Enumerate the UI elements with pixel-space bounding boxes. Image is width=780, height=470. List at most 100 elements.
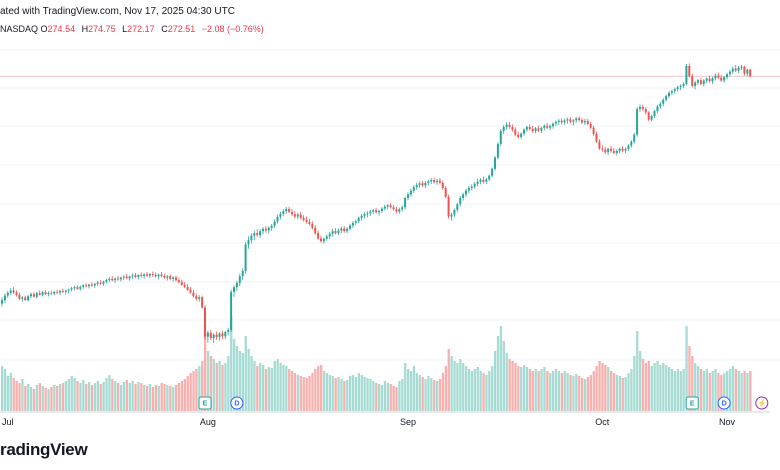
candle-body — [227, 330, 230, 332]
volume-bar — [102, 382, 105, 411]
candle — [525, 125, 528, 132]
volume-bar — [676, 369, 679, 411]
candle-body — [433, 180, 436, 183]
event-marker[interactable]: ⚡ — [755, 396, 769, 410]
candle — [647, 111, 650, 122]
high-value: 274.75 — [88, 24, 116, 34]
candle — [183, 281, 186, 289]
candle-body — [53, 291, 56, 294]
candle-body — [137, 274, 140, 277]
volume-bar — [525, 367, 529, 411]
event-markers[interactable]: E D E D ⚡ — [198, 396, 769, 410]
candle — [250, 233, 253, 244]
candle — [119, 276, 122, 282]
candle — [177, 277, 180, 284]
grid — [0, 49, 780, 361]
volume-bar — [175, 385, 178, 411]
candle-body — [12, 290, 15, 293]
candle-body — [534, 128, 537, 131]
volume-bar — [146, 386, 149, 411]
candle — [282, 209, 285, 217]
candle — [662, 98, 665, 107]
volume-bar — [650, 366, 653, 411]
volume-bar — [125, 380, 128, 411]
event-marker[interactable]: E — [685, 396, 699, 410]
event-marker[interactable]: D — [717, 396, 731, 410]
candle-body — [93, 283, 96, 286]
volume-bar — [180, 381, 184, 411]
candle — [279, 211, 282, 220]
volume-bar — [662, 363, 665, 411]
volume-bar — [85, 384, 88, 411]
candle — [737, 65, 740, 73]
candle — [291, 208, 293, 216]
volume-bar — [380, 385, 384, 411]
volume-bar — [6, 376, 10, 411]
candle — [108, 276, 111, 283]
volume-bar — [30, 387, 33, 411]
candle-body — [160, 274, 163, 276]
candle — [676, 85, 679, 92]
candle-body — [349, 225, 351, 229]
volume-bar — [154, 385, 157, 411]
candle-body — [267, 227, 270, 231]
candle — [270, 223, 273, 231]
candle — [204, 305, 206, 339]
candle-body — [627, 145, 630, 149]
volume-bar — [183, 379, 186, 411]
candle-body — [624, 148, 627, 151]
event-marker[interactable]: E — [198, 396, 212, 410]
candle-body — [502, 126, 505, 131]
volume-bar — [685, 326, 688, 411]
candle-body — [146, 274, 148, 276]
earnings-badge — [198, 396, 212, 410]
candle — [360, 213, 363, 221]
candle-body — [494, 157, 496, 169]
volume-bar — [392, 386, 395, 411]
volume-bar — [473, 369, 476, 411]
volume-bar — [714, 369, 717, 411]
candle-body — [378, 210, 380, 213]
candle-body — [134, 275, 137, 277]
volume-bar — [670, 369, 674, 411]
volume-bar — [633, 356, 636, 411]
candle-body — [636, 109, 639, 135]
event-marker[interactable]: D — [230, 396, 244, 410]
candle-body — [746, 69, 749, 74]
candle-body — [172, 277, 175, 279]
candle-body — [404, 197, 407, 208]
candle-body — [372, 210, 375, 212]
volume-bar — [238, 351, 242, 411]
volume-bar — [502, 341, 505, 411]
volume-bar — [241, 353, 244, 411]
candle — [186, 283, 189, 291]
volume-bar — [560, 373, 563, 411]
candle-body — [233, 287, 235, 292]
volume-bar — [372, 381, 375, 411]
candle — [566, 117, 569, 124]
candle-body — [209, 332, 212, 338]
volume-bar — [607, 367, 610, 411]
candle-body — [262, 228, 264, 232]
candle — [264, 225, 267, 233]
volume-bar — [215, 363, 218, 411]
month-label: Oct — [595, 417, 610, 427]
volume-bar — [659, 365, 662, 411]
candle — [50, 290, 53, 295]
candle-body — [154, 274, 157, 277]
candle — [650, 114, 653, 122]
volume-bar — [511, 361, 514, 411]
candle-body — [3, 295, 6, 301]
candle-body — [546, 125, 549, 128]
candle-body — [195, 296, 198, 299]
candle — [441, 180, 444, 191]
volume-bar — [740, 373, 743, 411]
volume-bar — [604, 365, 607, 411]
volume-bar — [673, 371, 677, 411]
volume-bar — [436, 381, 439, 411]
volume-bar — [273, 361, 276, 411]
candle-body — [212, 334, 215, 338]
candle-body — [412, 187, 415, 191]
close-value: 272.51 — [167, 24, 196, 34]
